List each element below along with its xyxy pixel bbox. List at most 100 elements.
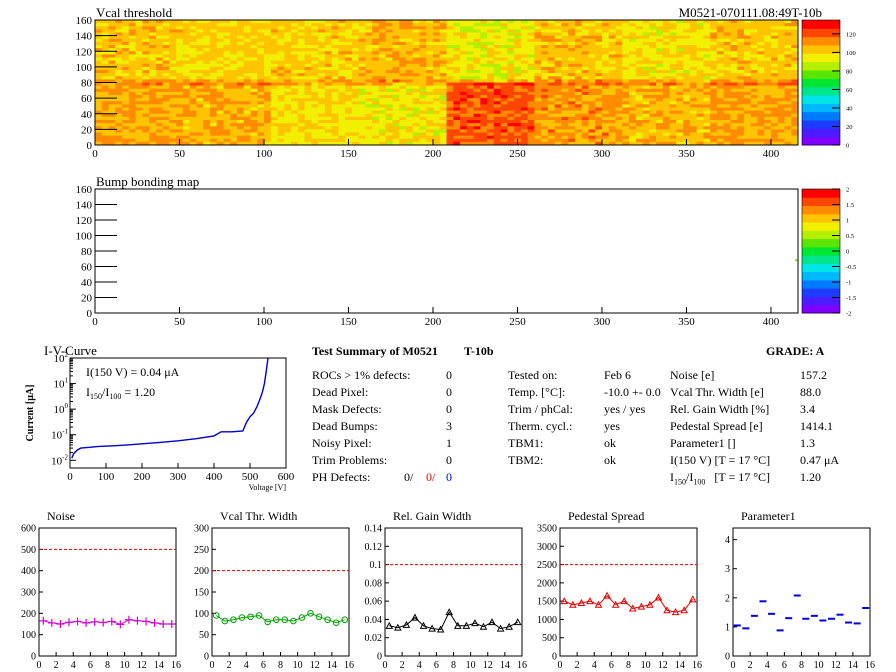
pixel-cell <box>716 85 725 90</box>
pixel-cell <box>203 63 211 68</box>
pixel-cell <box>514 126 522 130</box>
pixel-cell <box>122 120 130 124</box>
pixel-cell <box>142 141 150 146</box>
pixel-cell <box>730 135 738 140</box>
pixel-cell <box>764 138 772 143</box>
pixel-cell <box>372 91 380 96</box>
pixel-cell <box>777 88 785 93</box>
pixel-cell <box>324 138 332 143</box>
pixel-cell <box>149 26 157 30</box>
pixel-cell <box>412 23 420 27</box>
pixel-cell <box>297 26 305 30</box>
scale-swatch <box>802 246 840 256</box>
pixel-cell <box>182 45 191 49</box>
pixel-cell <box>737 63 745 68</box>
pixel-cell <box>209 104 218 108</box>
pixel-cell <box>412 48 420 52</box>
pixel-cell <box>149 113 157 118</box>
pixel-cell <box>662 70 670 74</box>
pixel-cell <box>737 57 745 62</box>
pixel-cell <box>351 54 360 58</box>
pixel-cell <box>500 107 508 112</box>
pixel-cell <box>182 132 191 137</box>
pixel-cell <box>432 95 441 99</box>
pixel-cell <box>223 32 231 37</box>
pixel-cell <box>547 91 556 96</box>
pixel-cell <box>182 98 191 102</box>
pixel-cell <box>669 141 677 146</box>
pixel-cell <box>365 76 373 80</box>
pixel-cell <box>574 41 583 46</box>
pixel-cell <box>162 45 170 49</box>
pixel-cell <box>378 60 387 65</box>
pixel-cell <box>412 91 420 96</box>
pixel-cell <box>642 35 650 40</box>
pixel-cell <box>791 41 799 46</box>
pixel-cell <box>622 132 630 137</box>
pixel-cell <box>324 29 332 33</box>
pixel-cell <box>378 126 387 130</box>
pixel-cell <box>473 107 481 112</box>
pixel-cell <box>108 54 116 58</box>
pixel-cell <box>358 132 366 137</box>
pixel-cell <box>365 73 373 77</box>
vcal-threshold-heatmap <box>95 20 799 146</box>
pixel-cell <box>135 32 143 37</box>
pixel-cell <box>216 88 224 93</box>
pixel-cell <box>710 110 718 115</box>
pixel-cell <box>453 20 461 24</box>
pixel-cell <box>716 73 725 77</box>
pixel-cell <box>412 120 420 124</box>
pixel-cell <box>547 113 556 118</box>
pixel-cell <box>527 70 535 74</box>
pixel-cell <box>574 113 583 118</box>
pixel-cell <box>791 123 799 127</box>
pixel-cell <box>554 60 562 65</box>
pixel-cell <box>710 20 718 24</box>
pixel-cell <box>656 141 664 146</box>
pixel-cell <box>453 126 461 130</box>
pixel-cell <box>716 91 725 96</box>
pixel-cell <box>710 57 718 62</box>
pixel-cell <box>284 95 292 99</box>
pixel-cell <box>770 98 779 102</box>
pixel-cell <box>608 107 616 112</box>
pixel-cell <box>777 91 785 96</box>
pixel-cell <box>108 110 116 115</box>
pixel-cell <box>149 85 157 90</box>
pixel-cell <box>743 126 752 130</box>
pixel-cell <box>169 20 177 24</box>
pixel-cell <box>635 38 643 43</box>
pixel-cell <box>243 104 251 108</box>
pixel-cell <box>743 88 752 93</box>
pixel-cell <box>358 51 366 55</box>
pixel-cell <box>574 35 583 40</box>
pixel-cell <box>149 63 157 68</box>
pixel-cell <box>507 91 515 96</box>
pixel-cell <box>473 63 481 68</box>
pixel-cell <box>541 101 549 105</box>
pixel-cell <box>372 20 380 24</box>
pixel-cell <box>568 98 576 102</box>
pixel-cell <box>318 141 326 146</box>
pixel-cell <box>784 123 792 127</box>
pixel-cell <box>608 126 616 130</box>
pixel-cell <box>635 123 643 127</box>
pixel-cell <box>581 73 589 77</box>
pixel-cell <box>615 32 623 37</box>
y-tick-label: 120 <box>76 215 93 227</box>
pixel-cell <box>737 126 745 130</box>
pixel-cell <box>236 60 245 65</box>
pixel-cell <box>649 63 657 68</box>
pixel-cell <box>399 132 407 137</box>
pixel-cell <box>324 73 332 77</box>
pixel-cell <box>561 57 569 62</box>
pixel-cell <box>723 138 731 143</box>
pixel-cell <box>635 76 643 80</box>
pixel-cell <box>534 113 542 118</box>
pixel-cell <box>122 60 130 65</box>
pixel-cell <box>162 104 170 108</box>
pixel-cell <box>189 35 197 40</box>
pixel-cell <box>365 26 373 30</box>
pixel-cell <box>669 45 677 49</box>
